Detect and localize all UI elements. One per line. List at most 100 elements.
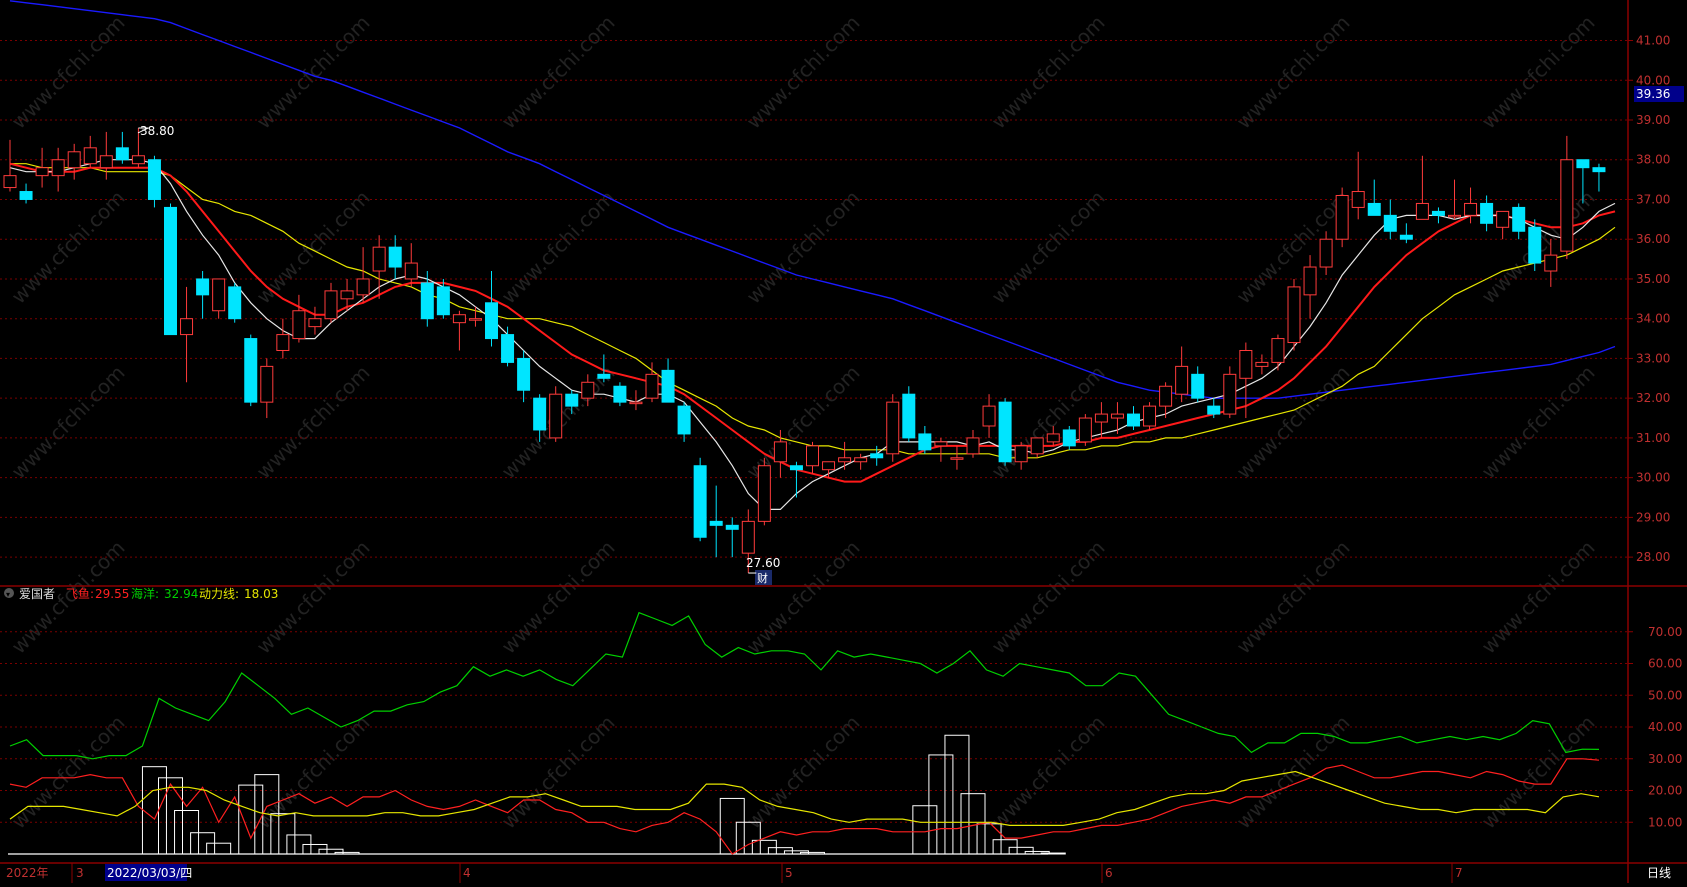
candle — [773, 429, 787, 478]
candle-body-up — [372, 246, 386, 272]
candle — [950, 445, 964, 470]
indicator-bar — [270, 813, 296, 855]
candle — [1271, 334, 1285, 371]
candle — [1480, 195, 1494, 232]
candle-body-down — [613, 385, 627, 403]
candle-body-down — [1592, 167, 1606, 173]
candle — [1576, 159, 1590, 204]
watermark-text: www.cfchi.com — [987, 186, 1110, 309]
watermark-text: www.cfchi.com — [252, 11, 375, 134]
watermark-text: www.cfchi.com — [987, 711, 1110, 834]
candle — [35, 147, 49, 188]
price-tick-label: 40.00 — [1636, 73, 1670, 87]
candle-body-down — [998, 401, 1012, 463]
candle-body-up — [645, 373, 659, 399]
candle — [982, 394, 996, 438]
price-annotations: 39.36 38.80 27.60 财 — [137, 86, 1684, 585]
price-tick-label: 31.00 — [1636, 431, 1670, 445]
watermark-text: www.cfchi.com — [1477, 11, 1600, 134]
candle — [549, 386, 563, 442]
candle — [565, 390, 579, 415]
candle-body-down — [485, 302, 498, 340]
candle-body-down — [501, 334, 515, 363]
candle — [613, 382, 627, 407]
indicator-name[interactable]: 爱国者 — [19, 587, 55, 601]
price-tick-label: 29.00 — [1636, 510, 1670, 524]
candle-body-up — [1030, 437, 1044, 455]
period-label[interactable]: 日线 — [1647, 866, 1671, 880]
candle-body-up — [131, 155, 145, 165]
finance-marker-bg[interactable] — [755, 570, 772, 585]
candle-body-down — [244, 338, 258, 403]
candle — [51, 147, 65, 192]
finance-marker[interactable]: 财 — [757, 571, 768, 585]
candle-body-up — [180, 318, 194, 336]
candle-body-up — [629, 401, 643, 405]
low-price-label: 27.60 — [746, 556, 780, 570]
watermark-text: www.cfchi.com — [742, 711, 865, 834]
candle — [372, 235, 386, 299]
candle — [388, 235, 402, 279]
high-marker-arrow — [137, 127, 149, 134]
candle-body-down — [870, 453, 884, 459]
candle — [356, 247, 370, 303]
candle-body-down — [677, 405, 691, 435]
indicator-menu-icon[interactable] — [4, 588, 14, 598]
month-label: 7 — [1455, 866, 1463, 880]
high-price-label: 38.80 — [140, 124, 174, 138]
candle-body-up — [1143, 405, 1157, 427]
candle — [966, 429, 980, 458]
candle — [1303, 255, 1317, 319]
candle-body-down — [196, 278, 210, 296]
indicator-tick-label: 50.00 — [1648, 688, 1682, 702]
candle — [1062, 425, 1076, 450]
candle — [1335, 187, 1349, 248]
price-tick-label: 32.00 — [1636, 391, 1670, 405]
watermark-text: www.cfchi.com — [1232, 536, 1355, 659]
candle — [1464, 187, 1478, 224]
watermark-text: www.cfchi.com — [742, 536, 865, 659]
indicator-bar — [158, 777, 183, 855]
candle-body-down — [517, 357, 531, 391]
candle — [1030, 437, 1044, 458]
candlestick-series — [3, 127, 1606, 574]
candle — [324, 282, 338, 323]
watermark-text: www.cfchi.com — [1477, 536, 1600, 659]
candle — [1255, 354, 1269, 375]
candle-body-down — [164, 206, 177, 336]
candle-body-up — [99, 155, 113, 169]
candle — [918, 425, 932, 454]
candle — [1191, 366, 1205, 403]
candle-body-up — [581, 381, 595, 399]
candle-body-up — [1464, 202, 1478, 216]
indicator-bar — [254, 774, 280, 855]
candle — [581, 374, 595, 407]
watermark-text: www.cfchi.com — [742, 186, 865, 309]
candle — [131, 127, 145, 168]
last-price-tag-bg — [1634, 86, 1684, 102]
candle — [854, 453, 868, 470]
candle-body-down — [228, 286, 242, 320]
candle — [1512, 203, 1526, 240]
candle — [468, 306, 482, 327]
watermark-text: www.cfchi.com — [1477, 711, 1600, 834]
candle-body-up — [308, 318, 322, 328]
price-tick-label: 39.00 — [1636, 113, 1670, 127]
indicator-tick-label: 60.00 — [1648, 657, 1682, 671]
candle — [1110, 402, 1124, 434]
indicator-bar — [800, 851, 825, 855]
candle-body-up — [468, 318, 482, 321]
indicator-bar — [976, 823, 1002, 855]
candle — [1127, 406, 1140, 430]
candle-body-down — [388, 246, 402, 268]
indicator-bar — [1008, 846, 1034, 855]
candle — [677, 402, 691, 442]
price-tick-label: 34.00 — [1636, 312, 1670, 326]
candle — [1448, 179, 1461, 220]
month-label: 5 — [785, 866, 793, 880]
candle-body-down — [533, 397, 547, 431]
chevron-down-icon[interactable]: ▾ — [6, 590, 10, 599]
candle — [19, 183, 33, 204]
